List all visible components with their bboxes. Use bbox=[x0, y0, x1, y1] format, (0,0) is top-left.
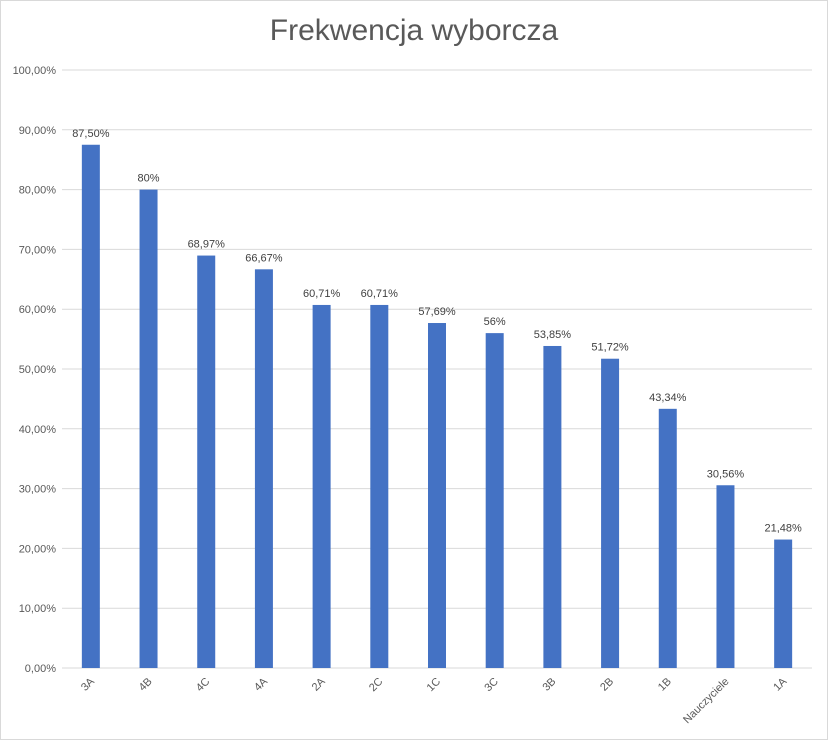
y-tick-label: 40,00% bbox=[19, 424, 57, 436]
x-tick-label: 1C bbox=[425, 676, 443, 694]
data-label: 57,69% bbox=[418, 306, 456, 318]
y-tick-label: 30,00% bbox=[19, 484, 57, 496]
bar-4a bbox=[254, 269, 273, 668]
x-tick-label: 3A bbox=[79, 675, 97, 693]
bar-1c bbox=[428, 323, 446, 668]
y-tick-label: 50,00% bbox=[19, 364, 57, 376]
y-tick-label: 70,00% bbox=[19, 244, 57, 256]
x-tick-label: 4A bbox=[252, 675, 270, 693]
bar-4c bbox=[197, 255, 216, 669]
x-tick-label: 1A bbox=[771, 675, 789, 693]
data-label: 56% bbox=[484, 316, 506, 328]
y-tick-label: 90,00% bbox=[19, 125, 57, 137]
data-label: 60,71% bbox=[361, 288, 399, 300]
bar-3b bbox=[543, 345, 562, 668]
y-tick-label: 60,00% bbox=[19, 304, 57, 316]
x-tick-label: 1B bbox=[656, 676, 674, 694]
data-label: 80% bbox=[138, 173, 160, 185]
bar-3a bbox=[81, 144, 100, 668]
x-tick-label: 4B bbox=[137, 676, 155, 694]
bar-4b bbox=[139, 189, 158, 668]
data-label: 43,34% bbox=[649, 392, 687, 404]
x-tick-label: 2C bbox=[367, 676, 385, 694]
bar-2c bbox=[370, 304, 389, 668]
data-label: 30,56% bbox=[707, 468, 745, 480]
bar-nauczyciele bbox=[716, 485, 735, 668]
data-labels: 87,50% 80% 68,97% 66,67% 60,71% 60,71% 57,69% 5… bbox=[72, 128, 802, 535]
x-tick-label: 3C bbox=[482, 676, 500, 694]
y-tick-label: 20,00% bbox=[19, 543, 57, 555]
bar-1b bbox=[658, 408, 677, 668]
x-axis-tick-labels: 3A 4B 4C 4A 2A 2C 1C 3C 3B 2B 1B Nauczyciele 1A bbox=[79, 675, 790, 726]
data-label: 21,48% bbox=[764, 523, 802, 535]
chart-title: Frekwencja wyborcza bbox=[269, 14, 559, 47]
bar-3c bbox=[485, 333, 504, 668]
x-tick-label: 3B bbox=[540, 676, 558, 694]
data-label: 66,67% bbox=[245, 252, 283, 264]
data-label: 51,72% bbox=[591, 342, 629, 354]
y-axis-tick-labels: 0,00% 10,00% 20,00% 30,00% 40,00% 50,00% 60,00… bbox=[13, 65, 57, 675]
bar-2a bbox=[312, 304, 331, 668]
data-label: 53,85% bbox=[534, 329, 572, 341]
x-tick-label: 4C bbox=[194, 676, 212, 694]
data-label: 60,71% bbox=[303, 288, 341, 300]
y-tick-label: 0,00% bbox=[25, 663, 56, 675]
bars bbox=[81, 144, 793, 669]
y-tick-label: 80,00% bbox=[19, 185, 57, 197]
x-tick-label: Nauczyciele bbox=[681, 676, 731, 726]
x-tick-label: 2B bbox=[598, 676, 616, 694]
bar-2b bbox=[601, 358, 620, 668]
data-label: 87,50% bbox=[72, 128, 110, 140]
y-tick-label: 10,00% bbox=[19, 603, 57, 615]
x-tick-label: 2A bbox=[310, 675, 328, 693]
y-tick-label: 100,00% bbox=[13, 65, 57, 77]
data-label: 68,97% bbox=[188, 239, 226, 251]
bar-1a bbox=[774, 539, 793, 668]
